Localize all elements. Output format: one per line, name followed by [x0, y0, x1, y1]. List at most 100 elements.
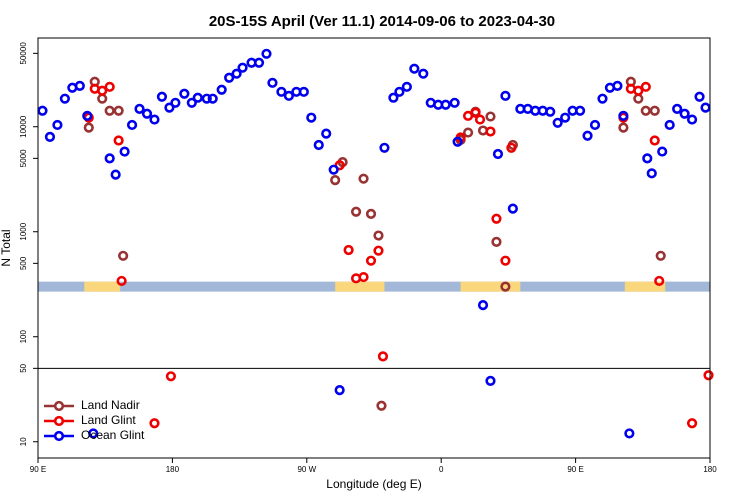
y-tick-label: 10000 — [19, 115, 28, 138]
data-point — [646, 168, 657, 179]
data-point — [664, 119, 675, 131]
band-highlight — [335, 281, 385, 292]
data-point — [83, 122, 94, 133]
data-point — [618, 110, 629, 121]
data-point — [589, 119, 601, 131]
legend-label: Land Glint — [81, 413, 136, 427]
y-tick-label: 100 — [19, 330, 28, 344]
data-point — [500, 90, 511, 101]
data-point — [657, 146, 668, 157]
data-point — [343, 244, 354, 256]
data-point — [654, 275, 665, 287]
data-point — [44, 131, 56, 143]
x-axis-label: Longitude (deg E) — [326, 477, 421, 491]
legend-label: Land Nadir — [81, 398, 140, 412]
data-point — [618, 122, 629, 133]
data-point — [113, 105, 124, 116]
data-point — [401, 81, 412, 92]
data-point — [491, 213, 502, 224]
data-point — [507, 203, 518, 214]
data-point — [365, 255, 377, 266]
data-point — [237, 62, 248, 73]
data-point — [373, 245, 384, 256]
data-point — [376, 400, 387, 411]
chart-title: 20S-15S April (Ver 11.1) 2014-09-06 to 2… — [209, 13, 555, 30]
data-point — [283, 90, 294, 101]
data-point — [394, 86, 405, 97]
legend-marker — [53, 415, 65, 427]
data-point — [104, 105, 115, 116]
data-point — [700, 102, 711, 113]
data-point — [624, 428, 635, 439]
y-tick-label: 5000 — [19, 149, 28, 167]
data-point — [156, 91, 168, 102]
data-point — [170, 97, 181, 108]
data-point — [141, 108, 153, 119]
data-point — [506, 142, 517, 153]
data-point — [334, 385, 345, 396]
data-point — [477, 300, 489, 311]
data-point — [686, 418, 698, 429]
data-point — [267, 77, 278, 88]
data-point — [373, 230, 384, 241]
data-point — [201, 93, 212, 104]
data-point — [470, 107, 481, 118]
y-tick-label: 1000 — [19, 222, 28, 240]
data-point — [388, 92, 399, 103]
data-point — [59, 93, 70, 104]
data-point — [52, 119, 63, 131]
data-point — [474, 114, 486, 125]
x-tick-label: 180 — [166, 465, 180, 474]
data-point — [409, 63, 420, 74]
y-tick-label: 10 — [19, 437, 28, 446]
data-point — [582, 130, 593, 141]
data-point — [491, 236, 502, 248]
data-point — [328, 164, 339, 175]
band-highlight — [460, 281, 521, 292]
y-axis-label: N Total — [0, 229, 13, 266]
data-point — [276, 86, 287, 97]
data-point — [104, 81, 115, 92]
data-point — [379, 142, 390, 153]
x-tick-label: 180 — [703, 465, 717, 474]
data-point — [462, 127, 474, 138]
data-point — [126, 119, 138, 131]
data-point — [330, 175, 341, 186]
data-point — [500, 281, 511, 292]
data-point — [37, 105, 48, 116]
y-tick-label: 50000 — [19, 42, 28, 65]
data-point — [649, 105, 660, 116]
data-point — [485, 111, 496, 122]
data-point — [358, 271, 369, 283]
data-point — [88, 428, 99, 439]
data-point — [485, 126, 496, 137]
data-point — [679, 108, 690, 119]
data-point — [113, 135, 124, 146]
legend-marker — [53, 430, 65, 442]
data-point — [216, 84, 227, 95]
data-point — [440, 99, 451, 110]
data-point — [313, 139, 324, 151]
data-point — [552, 117, 563, 128]
data-point — [164, 102, 175, 113]
data-point — [452, 136, 463, 147]
legend-marker — [53, 400, 65, 412]
data-point — [377, 351, 389, 362]
data-point — [119, 146, 130, 157]
data-point — [703, 370, 714, 381]
data-point — [186, 97, 197, 108]
data-point — [560, 112, 571, 123]
data-point — [672, 103, 683, 114]
data-point — [261, 48, 272, 59]
data-point — [694, 91, 705, 102]
data-point — [640, 105, 651, 116]
data-point — [642, 153, 653, 164]
data-point — [207, 93, 218, 104]
plot-frame — [37, 37, 711, 459]
data-point — [500, 255, 511, 266]
band-highlight — [624, 281, 666, 292]
data-point — [179, 88, 190, 99]
x-tick-label: 90 W — [297, 465, 316, 474]
